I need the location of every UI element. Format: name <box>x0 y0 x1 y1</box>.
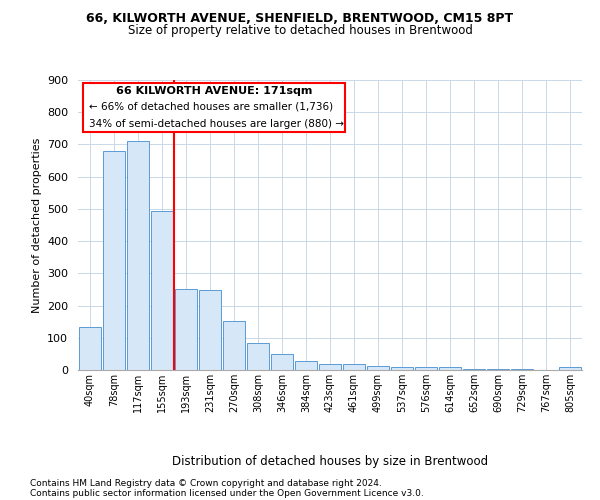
Bar <box>79 326 101 370</box>
Bar <box>559 368 581 370</box>
FancyBboxPatch shape <box>83 83 345 132</box>
Text: Distribution of detached houses by size in Brentwood: Distribution of detached houses by size … <box>172 454 488 468</box>
Text: 34% of semi-detached houses are larger (880) →: 34% of semi-detached houses are larger (… <box>89 119 344 129</box>
Bar <box>415 367 437 370</box>
Bar <box>439 368 461 370</box>
Text: 66, KILWORTH AVENUE, SHENFIELD, BRENTWOOD, CM15 8PT: 66, KILWORTH AVENUE, SHENFIELD, BRENTWOO… <box>86 12 514 26</box>
Bar <box>463 369 485 370</box>
Bar <box>127 141 149 370</box>
Bar <box>247 342 269 370</box>
Bar <box>343 364 365 370</box>
Bar <box>199 290 221 370</box>
Bar <box>295 362 317 370</box>
Bar <box>103 151 125 370</box>
Bar <box>319 364 341 370</box>
Y-axis label: Number of detached properties: Number of detached properties <box>32 138 41 312</box>
Bar <box>175 289 197 370</box>
Bar <box>151 211 173 370</box>
Text: Size of property relative to detached houses in Brentwood: Size of property relative to detached ho… <box>128 24 472 37</box>
Bar <box>223 320 245 370</box>
Text: ← 66% of detached houses are smaller (1,736): ← 66% of detached houses are smaller (1,… <box>89 102 333 112</box>
Text: Contains public sector information licensed under the Open Government Licence v3: Contains public sector information licen… <box>30 489 424 498</box>
Text: Contains HM Land Registry data © Crown copyright and database right 2024.: Contains HM Land Registry data © Crown c… <box>30 479 382 488</box>
Bar <box>367 366 389 370</box>
Text: 66 KILWORTH AVENUE: 171sqm: 66 KILWORTH AVENUE: 171sqm <box>116 86 312 97</box>
Bar <box>271 354 293 370</box>
Bar <box>391 367 413 370</box>
